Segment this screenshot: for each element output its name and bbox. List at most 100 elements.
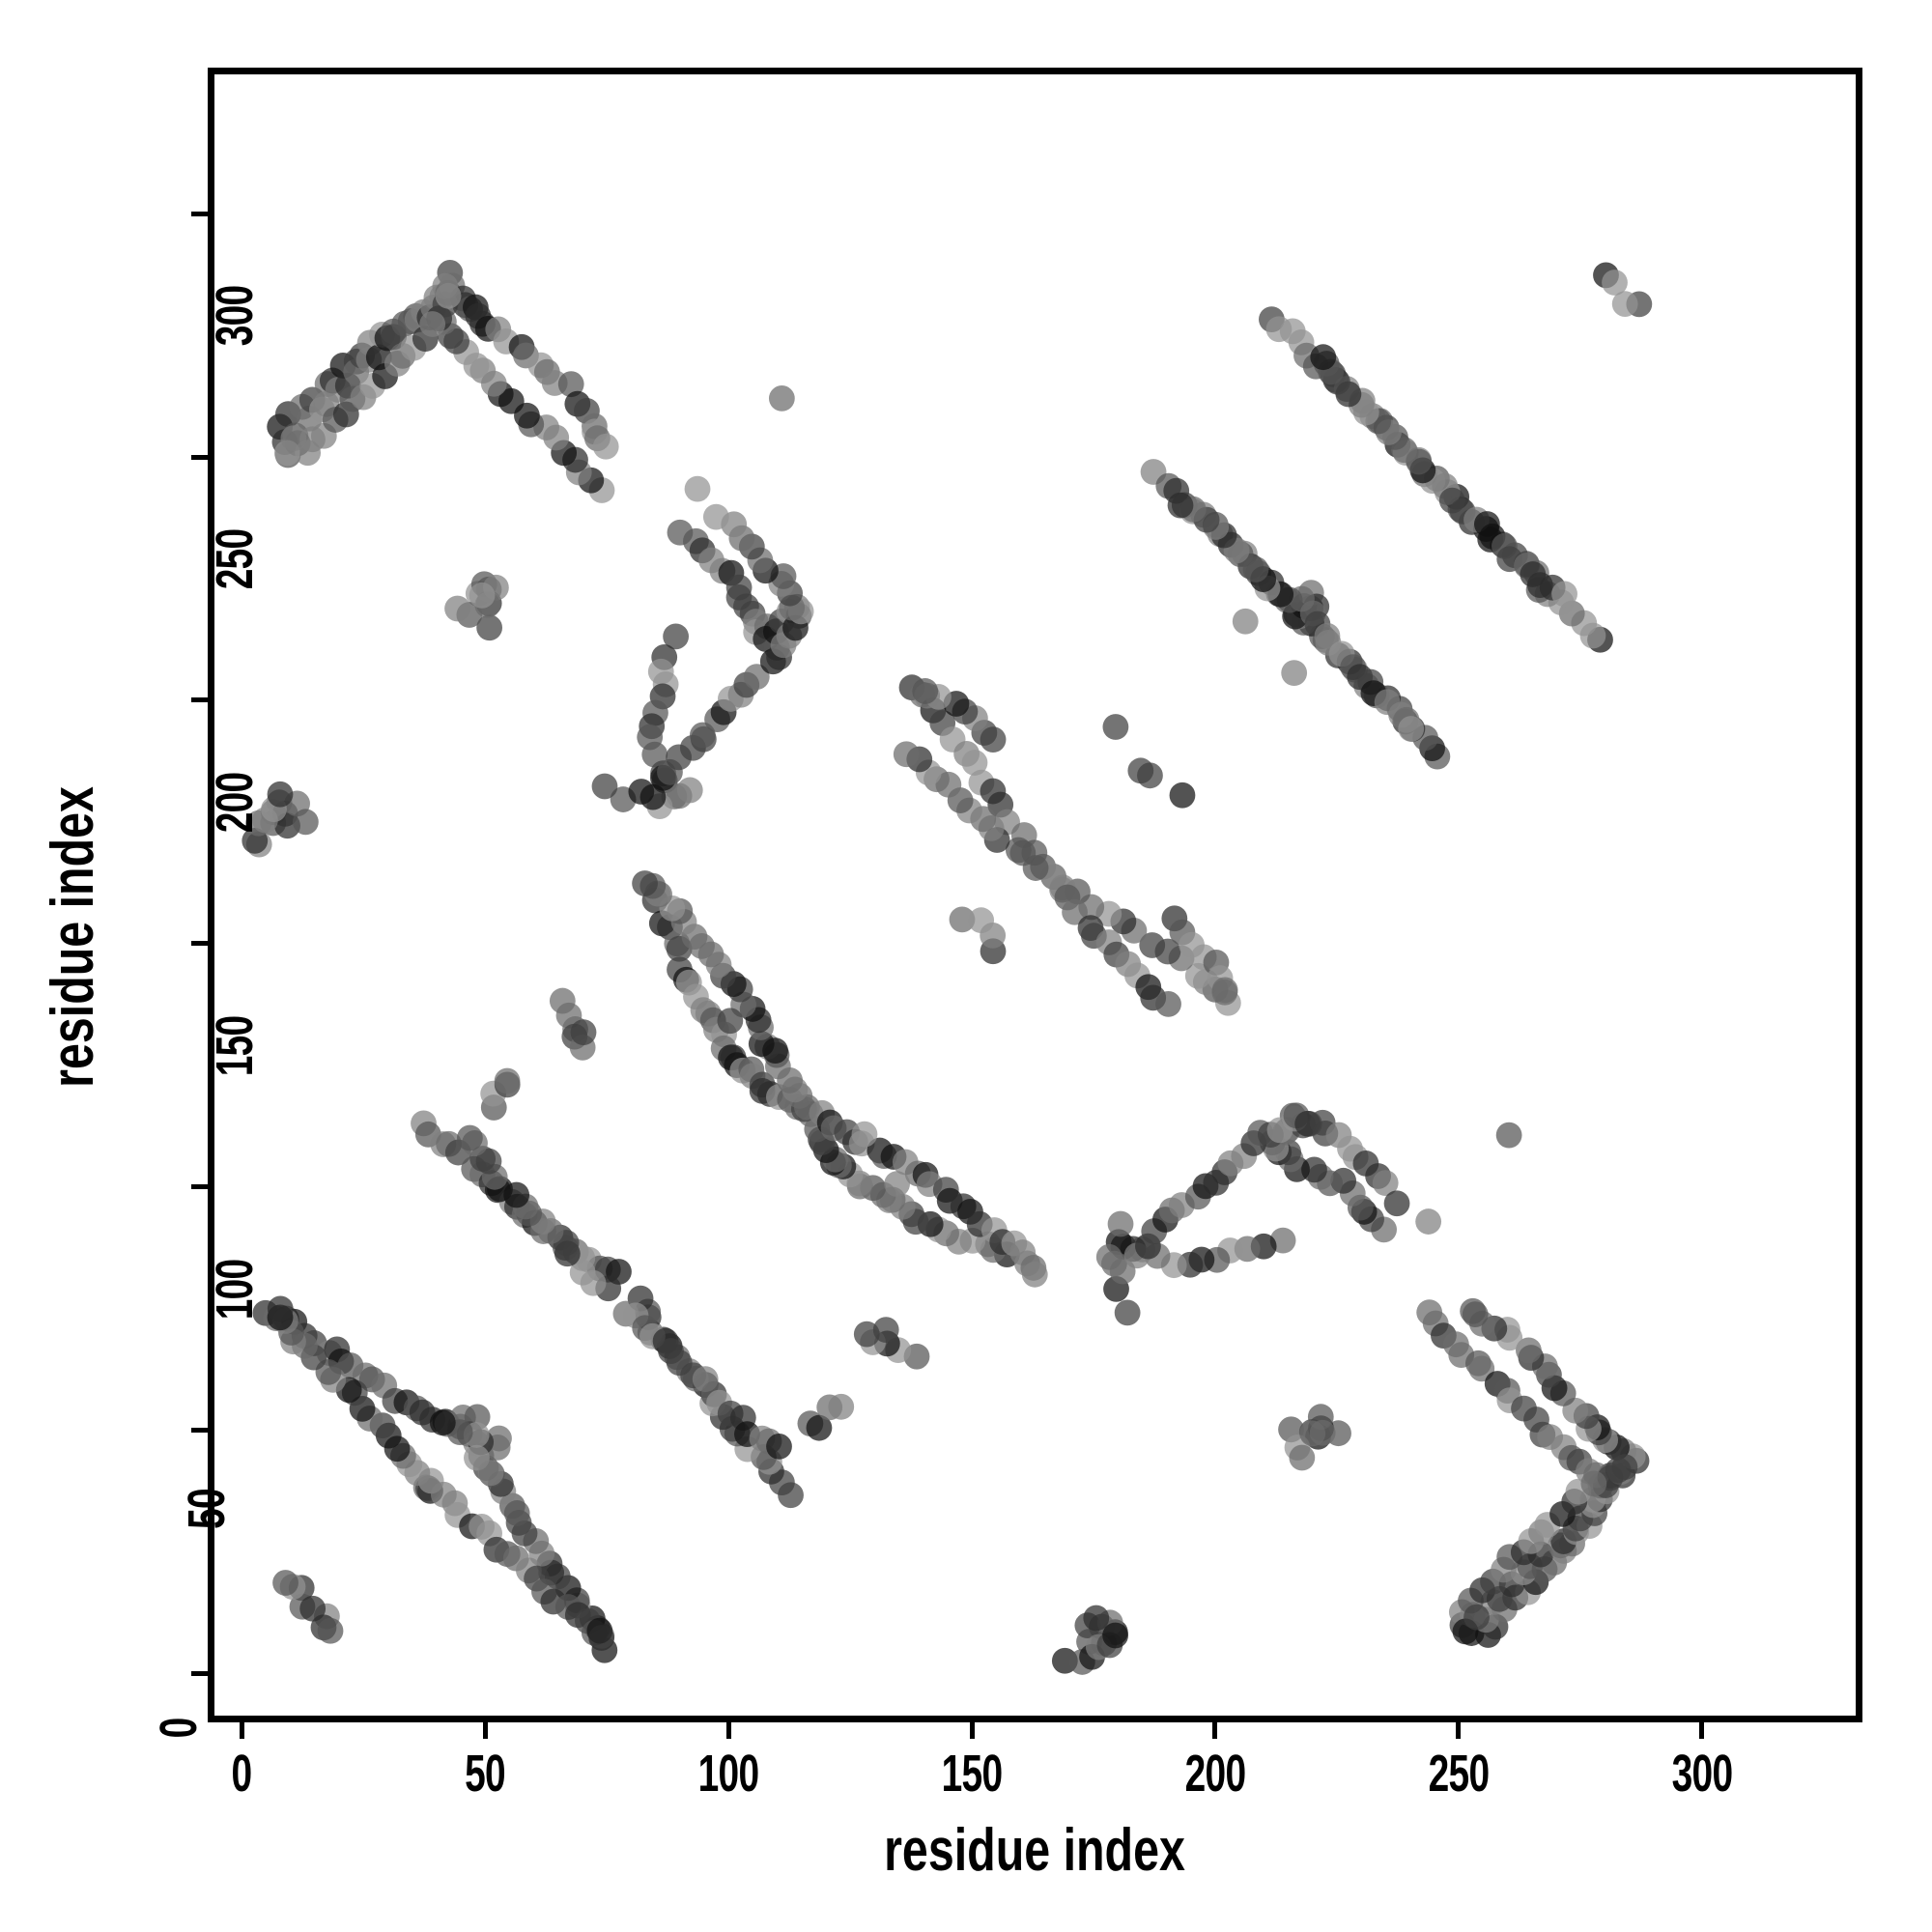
data-point bbox=[702, 503, 729, 530]
data-point bbox=[1611, 1454, 1638, 1481]
data-point bbox=[949, 906, 976, 933]
data-point bbox=[494, 1067, 521, 1094]
data-point bbox=[1602, 270, 1628, 296]
data-point bbox=[806, 1414, 833, 1441]
data-point bbox=[676, 777, 703, 804]
x-tick-mark bbox=[1456, 1722, 1462, 1739]
x-tick-label: 150 bbox=[941, 1745, 1003, 1803]
x-tick-label: 300 bbox=[1671, 1745, 1733, 1803]
data-point bbox=[429, 1409, 456, 1436]
data-point bbox=[1310, 344, 1337, 371]
data-point bbox=[1102, 1622, 1129, 1649]
data-point bbox=[1169, 781, 1196, 809]
data-point bbox=[267, 1295, 294, 1322]
data-point bbox=[280, 425, 307, 452]
y-tick-label: 250 bbox=[206, 528, 265, 590]
x-tick-label: 250 bbox=[1428, 1745, 1490, 1803]
data-point bbox=[1211, 979, 1238, 1006]
data-point bbox=[1495, 1122, 1522, 1149]
data-point bbox=[432, 272, 459, 299]
y-tick-mark bbox=[191, 1184, 208, 1190]
data-point bbox=[632, 870, 658, 896]
data-point bbox=[663, 623, 689, 650]
data-point bbox=[628, 779, 655, 805]
x-tick-mark bbox=[482, 1722, 488, 1739]
data-point bbox=[1611, 291, 1638, 317]
data-point bbox=[1102, 714, 1129, 740]
data-point bbox=[828, 1393, 855, 1420]
data-point bbox=[1516, 1337, 1542, 1364]
scatter-series-contacts bbox=[242, 260, 1653, 1675]
data-point bbox=[1021, 1261, 1048, 1288]
data-point bbox=[588, 1625, 615, 1651]
data-point bbox=[684, 475, 711, 502]
data-point bbox=[592, 433, 619, 460]
data-point bbox=[768, 385, 795, 412]
data-point bbox=[1289, 1444, 1316, 1471]
data-point bbox=[272, 1570, 298, 1596]
data-point bbox=[570, 1019, 597, 1045]
y-tick-label: 50 bbox=[178, 1488, 237, 1529]
y-tick-mark bbox=[191, 211, 208, 216]
data-point bbox=[476, 614, 503, 641]
data-point bbox=[1551, 581, 1577, 608]
data-point bbox=[1107, 1210, 1134, 1237]
data-point bbox=[1167, 492, 1194, 519]
data-point bbox=[1062, 898, 1088, 925]
data-point bbox=[267, 781, 294, 808]
x-tick-mark bbox=[1699, 1722, 1705, 1739]
y-tick-label: 150 bbox=[206, 1015, 265, 1077]
y-tick-label: 200 bbox=[206, 772, 265, 834]
y-axis-title: residue index bbox=[40, 786, 106, 1088]
data-point bbox=[419, 311, 446, 337]
data-point bbox=[1372, 1170, 1399, 1197]
data-point bbox=[469, 582, 496, 609]
data-point bbox=[872, 1317, 899, 1344]
data-point bbox=[1139, 932, 1166, 958]
data-point bbox=[1083, 1605, 1110, 1632]
data-point bbox=[743, 664, 770, 691]
x-tick-label: 100 bbox=[697, 1745, 759, 1803]
x-tick-mark bbox=[239, 1722, 244, 1739]
data-point bbox=[557, 371, 584, 398]
data-point bbox=[853, 1321, 880, 1348]
data-point bbox=[292, 809, 319, 836]
y-tick-label: 100 bbox=[206, 1259, 265, 1321]
data-point bbox=[851, 1121, 878, 1148]
data-point bbox=[1309, 1419, 1336, 1446]
x-axis-title: residue index bbox=[884, 1817, 1185, 1884]
data-point bbox=[1005, 837, 1032, 864]
data-point bbox=[591, 773, 618, 800]
data-point bbox=[961, 750, 988, 776]
data-point bbox=[1232, 608, 1259, 635]
data-point bbox=[1281, 660, 1308, 687]
data-point bbox=[317, 1617, 344, 1644]
data-point bbox=[477, 1460, 504, 1487]
y-tick-label: 0 bbox=[150, 1718, 209, 1739]
data-point bbox=[762, 1037, 788, 1065]
data-point bbox=[968, 907, 995, 934]
y-tick-mark bbox=[191, 941, 208, 947]
y-tick-mark bbox=[191, 454, 208, 460]
y-tick-mark bbox=[191, 1671, 208, 1677]
data-point bbox=[912, 678, 939, 704]
data-point bbox=[1383, 1190, 1410, 1217]
x-tick-label: 50 bbox=[465, 1745, 506, 1803]
data-point bbox=[444, 595, 470, 622]
data-point bbox=[1155, 991, 1181, 1017]
data-point bbox=[1114, 1299, 1141, 1326]
data-point bbox=[1463, 1604, 1490, 1631]
data-point bbox=[717, 1008, 744, 1035]
data-point bbox=[457, 1124, 483, 1151]
data-point bbox=[766, 1434, 792, 1460]
y-tick-mark bbox=[191, 697, 208, 703]
data-point bbox=[1398, 716, 1425, 742]
x-tick-label: 200 bbox=[1184, 1745, 1246, 1803]
data-point bbox=[1415, 1208, 1442, 1235]
x-tick-mark bbox=[725, 1722, 731, 1739]
x-tick-mark bbox=[1212, 1722, 1218, 1739]
data-point bbox=[299, 1595, 327, 1622]
x-tick-label: 0 bbox=[231, 1745, 253, 1803]
data-point bbox=[1137, 762, 1163, 789]
